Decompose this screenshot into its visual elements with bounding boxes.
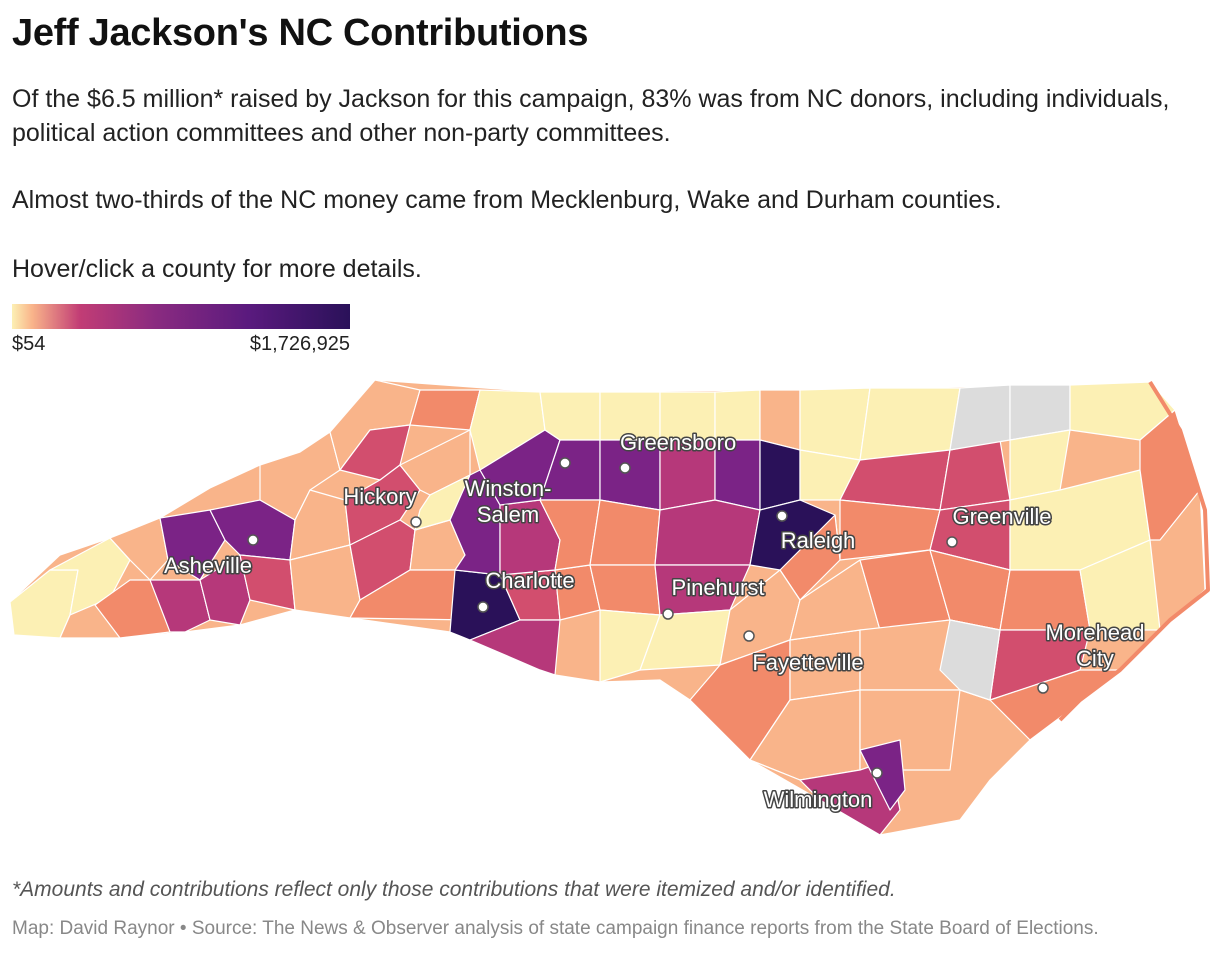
county-henderson[interactable] (199, 554, 251, 626)
city-dot (1037, 682, 1049, 694)
footnote: *Amounts and contributions reflect only … (12, 878, 896, 901)
county-randolph-east[interactable] (589, 499, 661, 566)
city-dot (776, 510, 788, 522)
city-label: Winston- (465, 476, 552, 501)
county-alleghany[interactable] (409, 389, 481, 431)
city-dot (619, 462, 631, 474)
legend-min-label: $54 (12, 333, 46, 355)
city-dot (410, 516, 422, 528)
city-label: Asheville (164, 553, 252, 578)
city-label: Fayetteville (752, 650, 863, 675)
map-title: Jeff Jackson's NC Contributions (12, 12, 589, 54)
city-label: Raleigh (781, 528, 856, 553)
county-warren-halifax[interactable] (859, 387, 961, 461)
city-dot (247, 534, 259, 546)
city-label: Salem (477, 502, 539, 527)
city-marker: Winston-Salem (463, 457, 571, 529)
county-new-hanover[interactable] (859, 739, 906, 811)
city-dot (477, 601, 489, 613)
city-marker: Greenville (946, 503, 1053, 548)
city-dot (559, 457, 571, 469)
city-marker: Asheville (162, 534, 259, 580)
description-paragraph: Almost two-thirds of the NC money came f… (12, 186, 1002, 214)
county-madison[interactable] (259, 431, 341, 521)
city-label: Hickory (343, 484, 416, 509)
city-marker: Fayetteville (743, 630, 865, 677)
legend-max-label: $1,726,925 (249, 333, 350, 355)
city-label: Wilmington (764, 787, 873, 812)
county-union[interactable] (469, 619, 561, 676)
county-montgomery[interactable] (589, 564, 661, 616)
source-credit: Map: David Raynor • Source: The News & O… (12, 918, 1099, 939)
county-randolph[interactable] (539, 499, 601, 571)
city-marker: Charlotte (477, 567, 576, 613)
outer-banks (1058, 380, 1210, 722)
county-northampton[interactable] (949, 384, 1011, 451)
city-label: Charlotte (485, 568, 574, 593)
county-swain[interactable] (109, 517, 169, 581)
county-durham[interactable] (759, 439, 801, 511)
city-marker: Wilmington (762, 767, 883, 814)
city-label: Pinehurst (672, 575, 765, 600)
city-marker: Hickory (342, 483, 422, 528)
city-dot (871, 767, 883, 779)
instruction-text: Hover/click a county for more details. (12, 255, 422, 283)
color-legend: $54 $1,726,925 (12, 304, 350, 356)
city-marker: Greensboro (619, 429, 738, 474)
legend-gradient-bar (12, 304, 350, 329)
description-paragraph: Of the $6.5 million* raised by Jackson f… (12, 85, 1170, 147)
county-haywood[interactable] (159, 509, 226, 581)
city-dot (743, 630, 755, 642)
county-watauga[interactable] (339, 424, 411, 481)
county-chatham[interactable] (654, 499, 761, 566)
city-label: City (1076, 646, 1114, 671)
nc-county-map[interactable]: Greensboro Winston-Salem Hickory Asheville C… (0, 370, 1220, 850)
city-dot (662, 608, 674, 620)
city-label: Greensboro (620, 430, 736, 455)
city-marker: Raleigh (776, 510, 857, 555)
county-stokes[interactable] (539, 391, 601, 441)
county-transylvania[interactable] (149, 579, 211, 633)
city-label: Greenville (952, 504, 1051, 529)
county-vance[interactable] (799, 387, 871, 461)
city-label: Morehead (1045, 620, 1144, 645)
city-marker: Pinehurst (662, 574, 766, 620)
county-onslow-nodata[interactable] (939, 619, 1001, 701)
city-dot (946, 536, 958, 548)
